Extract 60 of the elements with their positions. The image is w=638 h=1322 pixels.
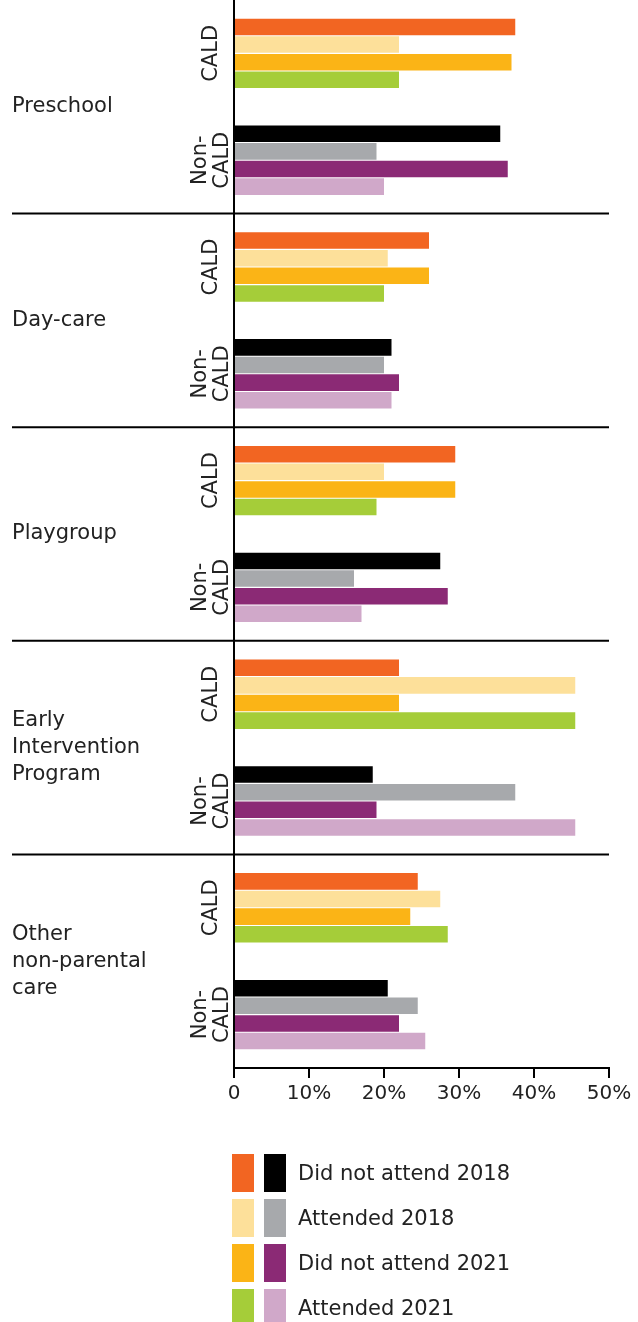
text: Other non-parental care	[12, 920, 147, 999]
bar	[235, 1015, 399, 1032]
x-tick-label: 50%	[586, 1080, 632, 1105]
y-tick-label: Non-CALD	[187, 345, 234, 403]
bar	[235, 53, 512, 71]
x-tick-label: 10%	[286, 1080, 332, 1105]
legend-label: Did not attend 2018	[298, 1160, 511, 1185]
bar	[235, 463, 384, 481]
bar	[235, 712, 576, 729]
y-tick-label: CALD	[198, 452, 223, 510]
text: Day-care	[12, 306, 107, 331]
bar	[235, 36, 399, 53]
bar	[235, 267, 429, 285]
bar	[235, 71, 399, 89]
legend-label: Attended 2018	[298, 1205, 455, 1230]
y-tick-label: Non-CALD	[187, 131, 234, 189]
y-tick-label: CALD	[198, 238, 223, 296]
bar	[235, 677, 576, 694]
y-tick-label: CALD	[198, 24, 223, 82]
bar	[235, 997, 418, 1015]
bar	[235, 498, 377, 516]
y-tick-label: Non-CALD	[187, 986, 234, 1044]
bar	[235, 1032, 426, 1050]
bar	[235, 783, 516, 801]
bar	[235, 18, 516, 36]
legend-label: Did not attend 2021	[298, 1250, 511, 1275]
x-tick-label: 20%	[361, 1080, 407, 1105]
bar	[235, 285, 384, 302]
bar	[235, 249, 388, 267]
bar	[235, 873, 418, 890]
bar	[235, 143, 377, 160]
text: Preschool	[12, 93, 113, 118]
text: Playgroup	[12, 520, 117, 545]
bar	[235, 232, 429, 249]
bar	[235, 570, 354, 587]
bar	[235, 178, 384, 195]
bar	[235, 445, 456, 463]
bar	[235, 908, 411, 925]
bar	[235, 481, 456, 498]
bar	[235, 659, 399, 677]
x-tick-label: 0	[227, 1080, 241, 1105]
x-tick-label: 30%	[436, 1080, 482, 1105]
text: Early Intervention Program	[12, 707, 141, 786]
bar	[235, 694, 399, 712]
bar	[235, 819, 576, 836]
y-tick-label: Non-CALD	[187, 772, 234, 830]
x-tick-label: 40%	[511, 1080, 557, 1105]
bar	[235, 801, 377, 819]
y-tick-label: CALD	[198, 879, 223, 937]
bar	[235, 587, 448, 605]
bar	[235, 374, 399, 391]
bar	[235, 160, 508, 178]
bar	[235, 356, 384, 374]
bar	[235, 391, 392, 409]
bar	[235, 925, 448, 943]
y-tick-label: CALD	[198, 665, 223, 723]
bar	[235, 890, 441, 908]
y-tick-label: Non-CALD	[187, 558, 234, 616]
legend-label: Attended 2021	[298, 1295, 455, 1320]
bar	[235, 605, 362, 623]
